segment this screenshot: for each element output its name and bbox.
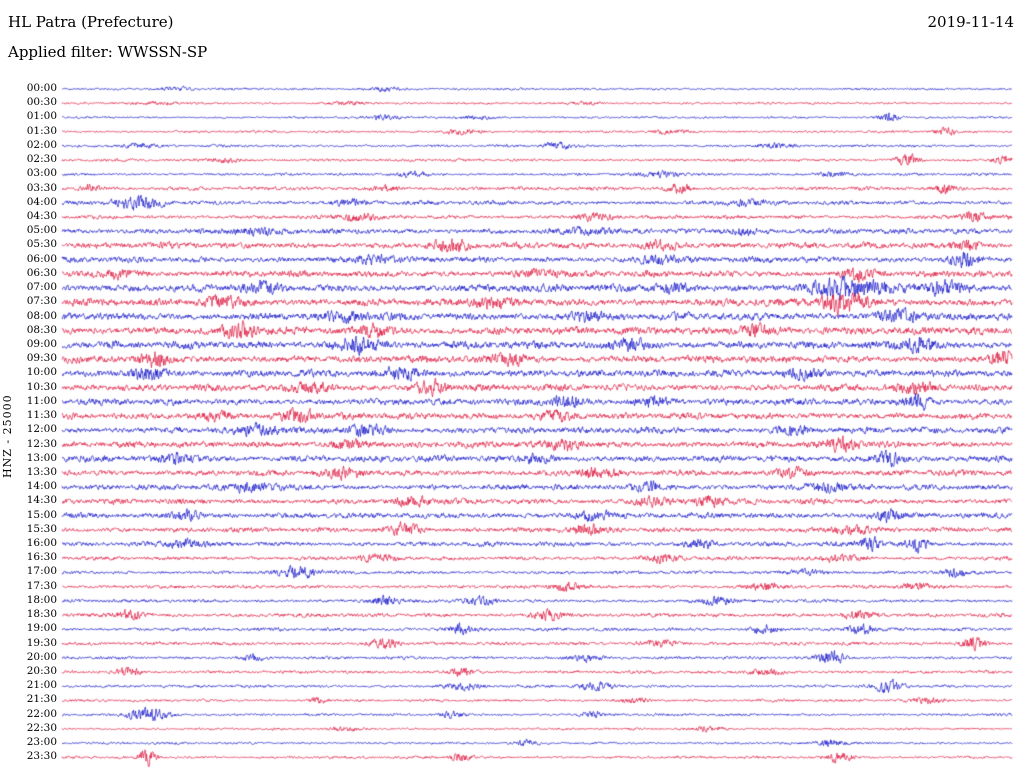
time-label: 14:30 [26,494,57,507]
time-label: 07:00 [26,281,57,294]
time-label: 22:30 [26,721,57,734]
time-label: 04:30 [26,209,57,222]
time-label: 11:30 [26,409,57,422]
time-label: 08:00 [26,309,57,322]
time-label: 20:00 [26,650,57,663]
time-label: 08:30 [26,323,57,336]
time-label: 07:30 [26,295,57,308]
time-label: 03:00 [26,167,57,180]
time-label: 05:30 [26,238,57,251]
time-label: 20:30 [26,665,57,678]
time-label: 01:30 [26,124,57,137]
time-label: 19:30 [26,636,57,649]
time-label: 13:30 [26,465,57,478]
time-label: 22:00 [26,707,57,720]
time-label: 02:00 [26,138,57,151]
time-label: 12:00 [26,423,57,436]
time-label: 23:30 [26,750,57,763]
time-label: 10:00 [26,366,57,379]
time-label: 06:00 [26,252,57,265]
time-label: 05:00 [26,224,57,237]
time-label: 11:00 [26,394,57,407]
time-label: 13:00 [26,451,57,464]
time-label: 09:00 [26,337,57,350]
time-label: 02:30 [26,153,57,166]
time-label: 15:30 [26,522,57,535]
time-label: 16:00 [26,537,57,550]
time-label: 21:00 [26,679,57,692]
time-label: 17:30 [26,579,57,592]
time-label: 14:00 [26,480,57,493]
time-label: 01:00 [26,110,57,123]
time-label: 06:30 [26,266,57,279]
time-label: 21:30 [26,693,57,706]
time-label: 09:30 [26,352,57,365]
time-label: 00:30 [26,96,57,109]
time-label: 18:00 [26,593,57,606]
time-label: 16:30 [26,551,57,564]
time-label: 04:00 [26,195,57,208]
time-label: 17:00 [26,565,57,578]
time-label: 18:30 [26,608,57,621]
time-label: 03:30 [26,181,57,194]
time-label: 19:00 [26,622,57,635]
time-label: 15:00 [26,508,57,521]
time-label: 00:00 [26,82,57,94]
time-label: 12:30 [26,437,57,450]
time-label: 23:00 [26,736,57,749]
time-label: 10:30 [26,380,57,393]
